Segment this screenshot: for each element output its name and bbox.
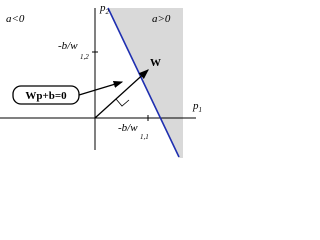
axis-letter: p [192, 100, 199, 112]
intercept-subscript: 1,2 [80, 53, 89, 61]
intercept-subscript: 1,1 [140, 133, 149, 141]
region-label: a>0 [152, 13, 171, 25]
label-pointer [78, 80, 124, 96]
intercept-text: -b/w [58, 40, 78, 52]
weight-arrow [94, 69, 149, 119]
decision-boundary-diagram: a<0 a>0 p2 p1 -b/w1,2 -b/w1,1 W Wp+b=0 [0, 2, 202, 158]
axis-label: p1 [192, 100, 202, 114]
intercept-label: -b/w1,2 [58, 40, 89, 61]
axis-label: p2 [99, 2, 110, 16]
boundary-label: Wp+b=0 [25, 90, 67, 102]
intercept-text: -b/w [118, 122, 138, 134]
decision-boundary [107, 7, 180, 158]
axis-subscript: 1 [199, 106, 203, 114]
weight-label: W [150, 57, 161, 69]
intercept-label: -b/w1,1 [118, 122, 149, 141]
region-label: a<0 [6, 13, 25, 25]
axis-letter: p [99, 2, 106, 14]
right-angle-mark [115, 98, 130, 107]
axis-subscript: 2 [106, 8, 110, 16]
